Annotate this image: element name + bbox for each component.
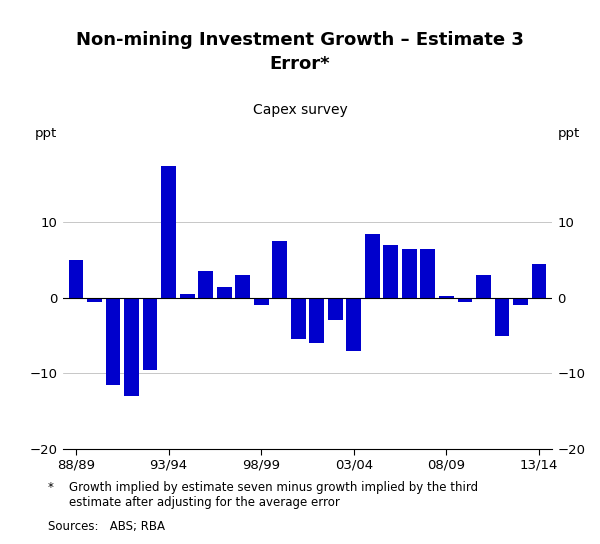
Bar — [235, 275, 250, 298]
Text: Growth implied by estimate seven minus growth implied by the third
estimate afte: Growth implied by estimate seven minus g… — [69, 481, 478, 509]
Bar — [346, 298, 361, 351]
Bar — [494, 298, 509, 336]
Bar — [328, 298, 343, 320]
Bar — [532, 264, 547, 298]
Text: Sources:   ABS; RBA: Sources: ABS; RBA — [48, 520, 165, 533]
Text: Capex survey: Capex survey — [253, 103, 347, 117]
Bar — [458, 298, 472, 301]
Bar — [87, 298, 102, 301]
Text: *: * — [48, 481, 54, 494]
Text: ppt: ppt — [35, 127, 57, 140]
Bar — [124, 298, 139, 396]
Bar — [310, 298, 324, 343]
Bar — [217, 287, 232, 298]
Bar — [143, 298, 157, 369]
Bar — [421, 249, 436, 298]
Bar — [291, 298, 305, 339]
Bar — [254, 298, 269, 305]
Bar — [198, 271, 213, 298]
Bar — [365, 234, 380, 298]
Bar — [68, 260, 83, 298]
Bar — [161, 166, 176, 298]
Text: Non-mining Investment Growth – Estimate 3: Non-mining Investment Growth – Estimate … — [76, 31, 524, 49]
Bar — [383, 245, 398, 298]
Bar — [513, 298, 528, 305]
Text: Error*: Error* — [269, 55, 331, 73]
Bar — [179, 294, 194, 298]
Bar — [402, 249, 417, 298]
Text: ppt: ppt — [558, 127, 580, 140]
Bar — [272, 241, 287, 298]
Bar — [476, 275, 491, 298]
Bar — [106, 298, 121, 385]
Bar — [439, 296, 454, 298]
